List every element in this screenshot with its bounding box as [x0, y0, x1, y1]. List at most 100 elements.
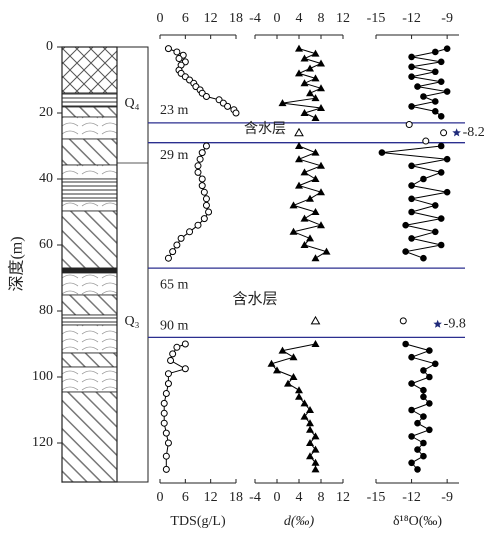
- point: [306, 439, 314, 446]
- point: [420, 393, 427, 401]
- x-tick-label: 18: [229, 11, 243, 26]
- boundary-label: 65 m: [160, 277, 189, 292]
- x-tick-label: 8: [318, 11, 325, 26]
- point: [300, 214, 309, 222]
- point: [173, 48, 181, 56]
- x-tick-label: 0: [274, 11, 281, 26]
- point: [164, 380, 172, 388]
- x-tick-label: 12: [204, 11, 218, 26]
- point: [402, 340, 409, 348]
- point: [437, 241, 445, 249]
- y-tick-label: 20: [39, 105, 53, 120]
- series: [267, 44, 331, 473]
- y-axis-label: 深度(m): [8, 236, 26, 291]
- point: [426, 426, 433, 434]
- point: [194, 162, 202, 170]
- x-tick-label: 18: [229, 490, 243, 505]
- point: [311, 74, 320, 82]
- point: [402, 221, 409, 229]
- point: [431, 98, 439, 105]
- point: [294, 127, 304, 137]
- x-tick-label: 12: [336, 490, 350, 505]
- point: [408, 208, 415, 216]
- point: [431, 202, 439, 209]
- point: [295, 155, 303, 163]
- x-axis-label: δ¹⁸O(‰): [393, 514, 442, 529]
- y-tick-label: 60: [39, 237, 53, 252]
- point: [306, 425, 314, 433]
- point: [426, 373, 433, 381]
- point: [169, 248, 177, 256]
- point: [267, 359, 276, 367]
- point: [162, 429, 170, 437]
- point: [420, 439, 427, 447]
- y-tick-label: 0: [46, 39, 53, 54]
- point: [194, 221, 202, 229]
- point: [289, 353, 298, 361]
- y-tick-label: 40: [39, 171, 53, 186]
- point: [437, 113, 445, 120]
- x-tick-label: -12: [402, 490, 421, 505]
- point: [408, 459, 415, 467]
- x-tick-label: 0: [274, 490, 281, 505]
- point: [311, 113, 320, 121]
- point: [420, 452, 427, 460]
- x-tick-label: 4: [296, 11, 303, 26]
- point: [420, 386, 427, 394]
- point: [431, 228, 439, 236]
- point: [173, 343, 181, 351]
- point: [202, 93, 210, 100]
- point: [317, 104, 325, 112]
- x-tick-label: 4: [296, 490, 303, 505]
- point: [311, 148, 320, 156]
- point: [399, 317, 407, 325]
- point: [437, 215, 445, 222]
- point: [431, 360, 439, 368]
- point: [306, 406, 314, 413]
- aquifer-label: 含水层: [232, 290, 277, 307]
- point: [420, 93, 427, 100]
- point: [378, 149, 386, 156]
- point: [175, 55, 183, 63]
- point: [437, 142, 445, 150]
- point: [443, 155, 451, 163]
- series: [294, 127, 321, 325]
- point: [196, 155, 204, 163]
- point: [408, 63, 415, 71]
- point: [426, 347, 433, 354]
- x-tick-label: -15: [367, 490, 386, 505]
- x-tick-label: 0: [157, 11, 164, 26]
- point: [317, 221, 325, 229]
- point: [408, 103, 415, 110]
- y-tick-label: 120: [32, 435, 53, 450]
- y-tick-label: 100: [32, 369, 53, 384]
- series: -8.2 -9.8: [433, 125, 485, 331]
- point: [160, 419, 168, 427]
- point: [311, 340, 320, 347]
- point: [317, 84, 325, 92]
- point: [162, 390, 170, 397]
- point: [408, 433, 415, 440]
- point: [443, 45, 451, 52]
- point: [437, 78, 445, 85]
- point: [202, 142, 210, 150]
- point: [169, 350, 177, 358]
- value-label: -8.2: [463, 125, 485, 140]
- point: [443, 88, 451, 95]
- point: [311, 208, 320, 215]
- x-tick-label: -9: [441, 11, 453, 26]
- point: [443, 188, 451, 196]
- point: [295, 386, 303, 394]
- point: [164, 254, 172, 262]
- x-tick-label: 6: [182, 490, 189, 505]
- point: [437, 169, 445, 176]
- point: [300, 54, 309, 62]
- point: [422, 137, 430, 145]
- point: [295, 142, 303, 149]
- x-tick-label: 8: [318, 490, 325, 505]
- point: [202, 201, 210, 209]
- point: [317, 59, 325, 67]
- point: [300, 109, 309, 116]
- point: [408, 353, 415, 361]
- x-tick-label: 12: [204, 490, 218, 505]
